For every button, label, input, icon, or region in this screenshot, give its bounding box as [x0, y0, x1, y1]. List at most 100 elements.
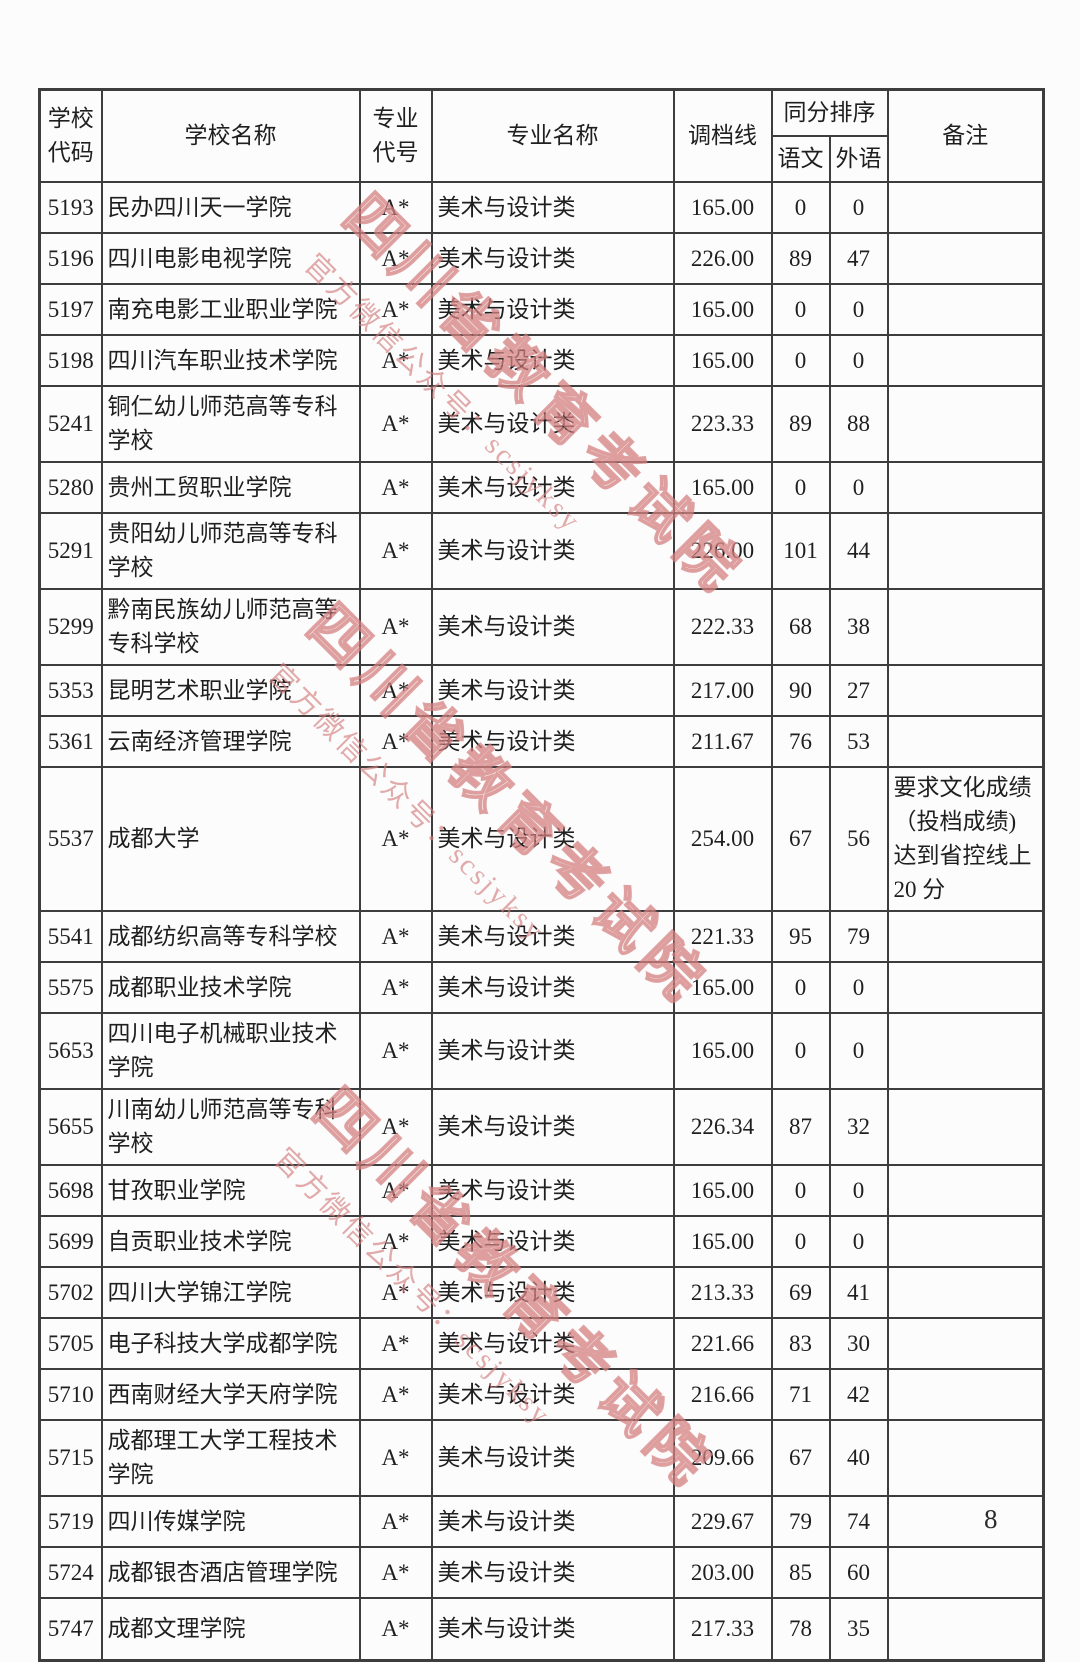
- major-name-cell: 美术与设计类: [430, 1597, 675, 1662]
- chinese-rank-cell: 101: [770, 512, 831, 590]
- major-code-cell: A*: [358, 461, 433, 514]
- chinese-rank-cell: 68: [770, 588, 831, 666]
- school-name-cell: 自贡职业技术学院: [100, 1215, 361, 1268]
- table-row: 5541 成都纺织高等专科学校 A* 美术与设计类 221.33 95 79: [38, 910, 1045, 963]
- school-code-cell: 5196: [38, 232, 103, 285]
- school-code-cell: 5299: [38, 588, 103, 666]
- table-row: 5197 南充电影工业职业学院 A* 美术与设计类 165.00 0 0: [38, 283, 1045, 336]
- table-row: 5241 铜仁幼儿师范高等专科学校 A* 美术与设计类 223.33 89 88: [38, 385, 1045, 463]
- major-code-cell: A*: [358, 385, 433, 463]
- chinese-rank-cell: 0: [770, 961, 831, 1014]
- remark-cell: [886, 1012, 1045, 1090]
- foreign-rank-cell: 53: [828, 715, 889, 768]
- school-name-cell: 四川电影电视学院: [100, 232, 361, 285]
- table-row: 5198 四川汽车职业技术学院 A* 美术与设计类 165.00 0 0: [38, 334, 1045, 387]
- major-name-cell: 美术与设计类: [430, 1012, 675, 1090]
- school-name-cell: 川南幼儿师范高等专科学校: [100, 1088, 361, 1166]
- line-score-cell: 203.00: [672, 1546, 773, 1599]
- line-score-cell: 254.00: [672, 766, 773, 912]
- foreign-rank-cell: 0: [828, 1012, 889, 1090]
- school-name-cell: 成都理工大学工程技术学院: [100, 1419, 361, 1497]
- remark-cell: [886, 385, 1045, 463]
- header-remark: 备注: [886, 88, 1045, 183]
- remark-cell: [886, 232, 1045, 285]
- table-row: 5747 成都文理学院 A* 美术与设计类 217.33 78 35: [38, 1597, 1045, 1662]
- chinese-rank-cell: 67: [770, 766, 831, 912]
- school-code-cell: 5361: [38, 715, 103, 768]
- remark-cell: [886, 1317, 1045, 1370]
- line-score-cell: 221.66: [672, 1317, 773, 1370]
- foreign-rank-cell: 35: [828, 1597, 889, 1662]
- major-name-cell: 美术与设计类: [430, 766, 675, 912]
- remark-cell: [886, 588, 1045, 666]
- foreign-rank-cell: 0: [828, 1164, 889, 1217]
- remark-cell: [886, 1164, 1045, 1217]
- table-row: 5193 民办四川天一学院 A* 美术与设计类 165.00 0 0: [38, 181, 1045, 234]
- school-name-cell: 南充电影工业职业学院: [100, 283, 361, 336]
- major-name-cell: 美术与设计类: [430, 283, 675, 336]
- major-code-cell: A*: [358, 588, 433, 666]
- school-name-cell: 昆明艺术职业学院: [100, 664, 361, 717]
- table-row: 5710 西南财经大学天府学院 A* 美术与设计类 216.66 71 42: [38, 1368, 1045, 1421]
- school-name-cell: 电子科技大学成都学院: [100, 1317, 361, 1370]
- major-name-cell: 美术与设计类: [430, 385, 675, 463]
- school-name-cell: 铜仁幼儿师范高等专科学校: [100, 385, 361, 463]
- remark-cell: [886, 512, 1045, 590]
- chinese-rank-cell: 0: [770, 181, 831, 234]
- school-code-cell: 5541: [38, 910, 103, 963]
- line-score-cell: 165.00: [672, 283, 773, 336]
- line-score-cell: 221.33: [672, 910, 773, 963]
- line-score-cell: 226.34: [672, 1088, 773, 1166]
- page-number: 8: [984, 1504, 998, 1534]
- foreign-rank-cell: 0: [828, 961, 889, 1014]
- major-name-cell: 美术与设计类: [430, 588, 675, 666]
- chinese-rank-cell: 89: [770, 385, 831, 463]
- major-code-cell: A*: [358, 961, 433, 1014]
- line-score-cell: 217.33: [672, 1597, 773, 1662]
- foreign-rank-cell: 79: [828, 910, 889, 963]
- line-score-cell: 223.33: [672, 385, 773, 463]
- chinese-rank-cell: 0: [770, 1164, 831, 1217]
- table-row: 5280 贵州工贸职业学院 A* 美术与设计类 165.00 0 0: [38, 461, 1045, 514]
- chinese-rank-cell: 79: [770, 1495, 831, 1548]
- school-code-cell: 5653: [38, 1012, 103, 1090]
- school-name-cell: 成都大学: [100, 766, 361, 912]
- remark-cell: [886, 664, 1045, 717]
- table-row: 5653 四川电子机械职业技术学院 A* 美术与设计类 165.00 0 0: [38, 1012, 1045, 1090]
- remark-cell: [886, 1215, 1045, 1268]
- major-name-cell: 美术与设计类: [430, 1495, 675, 1548]
- major-name-cell: 美术与设计类: [430, 1088, 675, 1166]
- remark-cell: [886, 910, 1045, 963]
- foreign-rank-cell: 27: [828, 664, 889, 717]
- table-row: 5705 电子科技大学成都学院 A* 美术与设计类 221.66 83 30: [38, 1317, 1045, 1370]
- foreign-rank-cell: 56: [828, 766, 889, 912]
- table-row: 5575 成都职业技术学院 A* 美术与设计类 165.00 0 0: [38, 961, 1045, 1014]
- major-code-cell: A*: [358, 181, 433, 234]
- remark-cell: [886, 715, 1045, 768]
- line-score-cell: 165.00: [672, 961, 773, 1014]
- line-score-cell: 222.33: [672, 588, 773, 666]
- school-name-cell: 成都文理学院: [100, 1597, 361, 1662]
- school-code-cell: 5280: [38, 461, 103, 514]
- line-score-cell: 165.00: [672, 334, 773, 387]
- line-score-cell: 226.00: [672, 512, 773, 590]
- foreign-rank-cell: 0: [828, 461, 889, 514]
- major-code-cell: A*: [358, 664, 433, 717]
- header-foreign-language: 外语: [828, 135, 889, 183]
- table-row: 5655 川南幼儿师范高等专科学校 A* 美术与设计类 226.34 87 32: [38, 1088, 1045, 1166]
- school-code-cell: 5747: [38, 1597, 103, 1662]
- major-name-cell: 美术与设计类: [430, 512, 675, 590]
- school-name-cell: 四川大学锦江学院: [100, 1266, 361, 1319]
- foreign-rank-cell: 88: [828, 385, 889, 463]
- school-name-cell: 云南经济管理学院: [100, 715, 361, 768]
- school-code-cell: 5699: [38, 1215, 103, 1268]
- major-code-cell: A*: [358, 512, 433, 590]
- school-name-cell: 四川汽车职业技术学院: [100, 334, 361, 387]
- document-page: 学校代码 学校名称 专业代号 专业名称 调档线 同分排序 备注 语文 外语 51…: [38, 88, 1045, 1662]
- major-name-cell: 美术与设计类: [430, 181, 675, 234]
- major-code-cell: A*: [358, 715, 433, 768]
- admission-score-table: 学校代码 学校名称 专业代号 专业名称 调档线 同分排序 备注 语文 外语 51…: [38, 88, 1045, 1662]
- table-row: 5698 甘孜职业学院 A* 美术与设计类 165.00 0 0: [38, 1164, 1045, 1217]
- school-code-cell: 5197: [38, 283, 103, 336]
- remark-cell: [886, 1368, 1045, 1421]
